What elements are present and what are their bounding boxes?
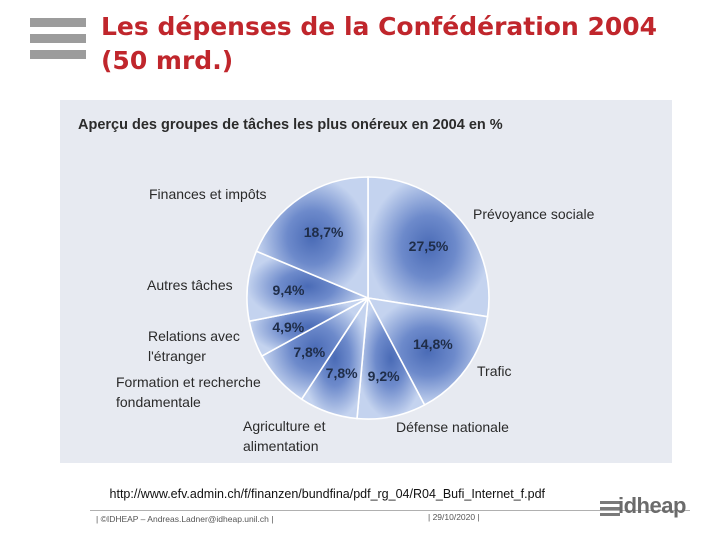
slice-category-label: Prévoyance sociale [473, 206, 595, 222]
slide-title: Les dépenses de la Confédération 2004 (5… [101, 10, 701, 78]
footer-date: | 29/10/2020 | [428, 512, 480, 522]
slice-category-label: Agriculture et alimentation [243, 418, 326, 454]
source-url: http://www.efv.admin.ch/f/finanzen/bundf… [109, 487, 545, 501]
pie-slice [366, 296, 489, 407]
idheap-logo: idheap [600, 493, 690, 523]
logo-bars-icon [30, 18, 86, 66]
pie-slice [255, 176, 369, 300]
slice-value-label: 18,7% [303, 223, 344, 240]
chart-title: Aperçu des groupes de tâches les plus on… [78, 117, 503, 133]
slice-category-label: Trafic [477, 363, 512, 379]
brand-text: idheap [618, 493, 686, 518]
slice-category-label: Défense nationale [396, 419, 509, 435]
pie-slice [367, 176, 490, 318]
slice-value-label: 9,4% [272, 281, 305, 298]
slice-category-label: Finances et impôts [149, 186, 267, 202]
pie-chart: Aperçu des groupes de tâches les plus on… [60, 100, 672, 463]
footer-divider [90, 510, 690, 511]
slice-category-label: Autres tâches [147, 277, 233, 293]
slice-value-label: 7,8% [293, 344, 326, 361]
slice-value-label: 4,9% [272, 318, 305, 335]
slice-category-label: Formation et recherche fondamentale [116, 374, 261, 410]
slide-title-line2: (50 mrd.) [101, 46, 234, 75]
slice-value-label: 14,8% [413, 336, 453, 353]
slice-value-label: 9,2% [367, 368, 400, 385]
pie-chart-svg [246, 176, 490, 420]
slide-title-line1: Les dépenses de la Confédération 2004 [101, 12, 658, 41]
slice-value-label: 7,8% [325, 365, 358, 382]
slice-category-label: Relations avec l'étranger [148, 328, 240, 364]
footer-copyright: | ©IDHEAP – Andreas.Ladner@idheap.unil.c… [96, 514, 274, 524]
slice-value-label: 27,5% [408, 238, 449, 255]
